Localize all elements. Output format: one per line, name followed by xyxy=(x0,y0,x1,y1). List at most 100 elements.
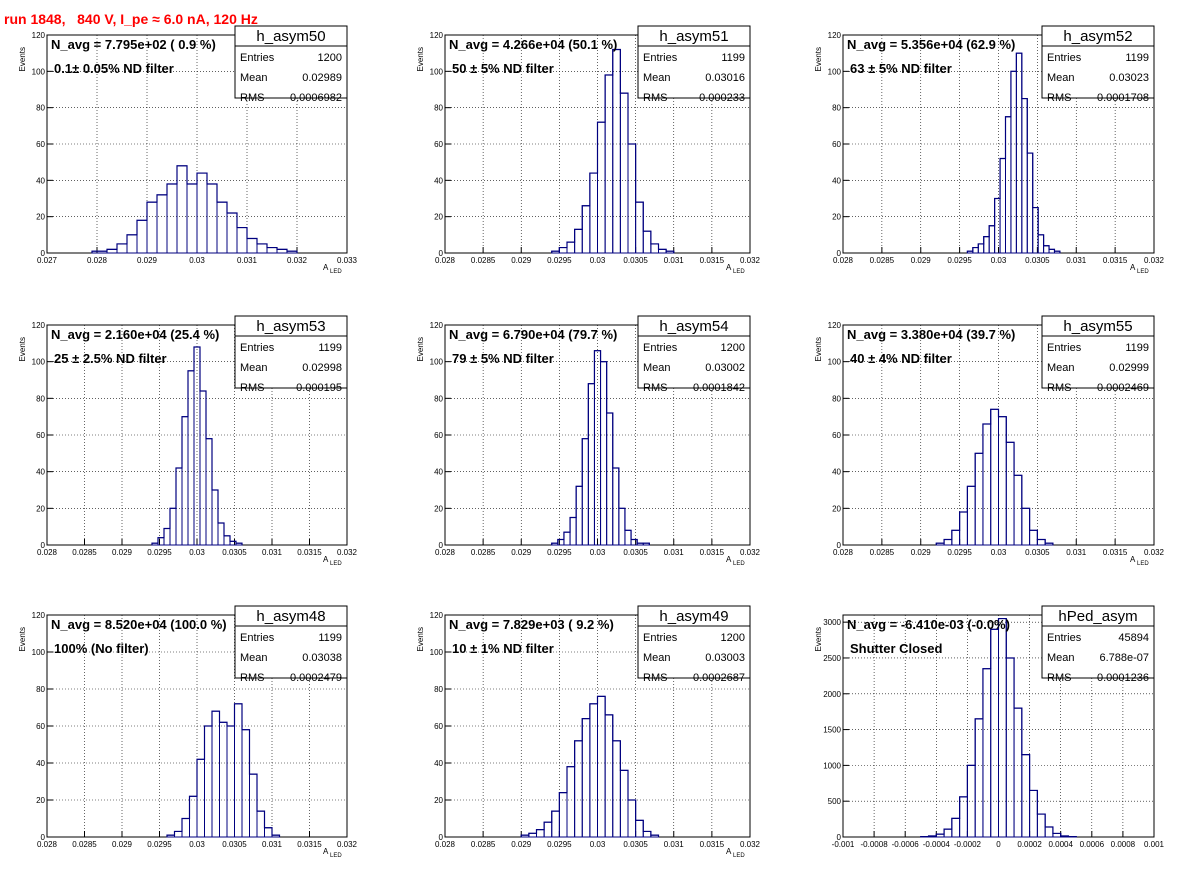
stats-value: 0.0006982 xyxy=(290,92,342,104)
x-tick-label: 0 xyxy=(996,840,1001,849)
stats-label: Entries xyxy=(643,632,678,644)
y-axis-label: Events xyxy=(18,627,27,651)
y-tick-label: 80 xyxy=(434,685,443,694)
stats-label: RMS xyxy=(643,382,667,394)
filter-annotation: Shutter Closed xyxy=(850,641,943,656)
filter-annotation: 40 ± 4% ND filter xyxy=(850,351,952,366)
y-tick-label: 100 xyxy=(32,358,46,367)
histogram-name: h_asym49 xyxy=(659,608,728,625)
stats-box: h_asym49 Entries 1200 Mean 0.03003 RMS 0.00026… xyxy=(637,605,751,684)
x-tick-label: 0.0002 xyxy=(1017,840,1042,849)
y-tick-label: 2000 xyxy=(823,690,841,699)
histogram-name: h_asym48 xyxy=(256,608,325,625)
stats-label: RMS xyxy=(240,382,264,394)
stats-label: Entries xyxy=(643,342,678,354)
histogram-panel-h_asym49: 0.028 0.0285 0.029 0.0295 0.03 0.0305 0.031 0.0… xyxy=(416,605,761,859)
x-tick-label: 0.033 xyxy=(337,256,358,265)
y-tick-label: 0 xyxy=(439,833,444,842)
stats-label: Mean xyxy=(1047,72,1075,84)
y-tick-label: 100 xyxy=(430,67,444,76)
y-tick-label: 0 xyxy=(41,249,46,258)
filter-annotation: 0.1± 0.05% ND filter xyxy=(54,61,174,76)
stats-box-frame xyxy=(637,25,751,99)
x-tick-label: -0.001 xyxy=(832,840,855,849)
stats-label: RMS xyxy=(240,92,264,104)
y-tick-label: 120 xyxy=(430,31,444,40)
y-tick-label: 80 xyxy=(832,104,841,113)
y-tick-label: 20 xyxy=(36,213,45,222)
stats-label: Mean xyxy=(240,72,268,84)
y-tick-label: 60 xyxy=(434,140,443,149)
x-tick-label: 0.0315 xyxy=(1103,256,1128,265)
filter-annotation: 79 ± 5% ND filter xyxy=(452,351,554,366)
stats-box: h_asym53 Entries 1199 Mean 0.02998 RMS 0.00019… xyxy=(234,315,348,394)
x-axis-label: A xyxy=(323,555,329,564)
y-tick-label: 0 xyxy=(439,541,444,550)
y-tick-label: 40 xyxy=(832,468,841,477)
y-tick-label: 40 xyxy=(434,468,443,477)
x-tick-label: 0.03 xyxy=(991,256,1007,265)
y-tick-label: 80 xyxy=(434,394,443,403)
stats-value: 0.03002 xyxy=(705,362,745,374)
x-tick-label: 0.027 xyxy=(37,256,58,265)
x-tick-label: 0.028 xyxy=(87,256,108,265)
y-tick-label: 20 xyxy=(434,796,443,805)
x-tick-label: 0.0004 xyxy=(1048,840,1073,849)
y-tick-label: 100 xyxy=(430,358,444,367)
x-tick-label: 0.0008 xyxy=(1111,840,1136,849)
histogram-name: h_asym54 xyxy=(659,318,728,335)
y-tick-label: 100 xyxy=(32,648,46,657)
x-tick-label: 0.029 xyxy=(112,548,133,557)
y-tick-label: 40 xyxy=(36,176,45,185)
x-axis-label: A xyxy=(1130,263,1136,272)
x-tick-label: 0.031 xyxy=(1066,548,1087,557)
stats-value: 0.0001708 xyxy=(1097,92,1149,104)
histogram-name: h_asym50 xyxy=(256,28,325,45)
x-tick-label: 0.028 xyxy=(435,256,456,265)
filter-annotation: 25 ± 2.5% ND filter xyxy=(54,351,167,366)
stats-value: 0.03016 xyxy=(705,72,745,84)
x-tick-label: 0.0305 xyxy=(1025,256,1050,265)
x-tick-label: 0.0305 xyxy=(623,840,648,849)
stats-box: h_asym55 Entries 1199 Mean 0.02999 RMS 0.00024… xyxy=(1041,315,1155,394)
histogram-outline xyxy=(520,695,660,837)
stats-value: 1199 xyxy=(721,52,745,64)
stats-label: Entries xyxy=(1047,342,1082,354)
stats-box: h_asym50 Entries 1200 Mean 0.02989 RMS 0.00069… xyxy=(234,25,348,104)
stats-label: Mean xyxy=(1047,362,1075,374)
x-tick-label: -0.0004 xyxy=(923,840,951,849)
stats-value: 0.000233 xyxy=(699,92,745,104)
stats-value: 0.0001236 xyxy=(1097,672,1149,684)
stats-box: h_asym48 Entries 1199 Mean 0.03038 RMS 0.00024… xyxy=(234,605,348,684)
x-tick-label: 0.0285 xyxy=(471,840,496,849)
stats-label: RMS xyxy=(643,672,667,684)
y-tick-label: 40 xyxy=(832,176,841,185)
y-tick-label: 60 xyxy=(434,722,443,731)
stats-box: h_asym51 Entries 1199 Mean 0.03016 RMS 0.00023… xyxy=(637,25,751,104)
x-tick-label: 0.0305 xyxy=(222,548,247,557)
histogram-name: h_asym55 xyxy=(1063,318,1132,335)
x-tick-label: 0.03 xyxy=(590,256,606,265)
x-axis-label-sub: LED xyxy=(1137,561,1149,567)
y-tick-label: 1000 xyxy=(823,761,841,770)
stats-label: Mean xyxy=(643,72,671,84)
y-tick-label: 20 xyxy=(832,504,841,513)
stats-value: 1199 xyxy=(318,632,342,644)
histogram-panel-h_asym52: 0.028 0.0285 0.029 0.0295 0.03 0.0305 0.031 0.0… xyxy=(814,25,1165,275)
y-tick-label: 0 xyxy=(837,541,842,550)
stats-value: 0.02998 xyxy=(302,362,342,374)
x-tick-label: 0.032 xyxy=(1144,256,1165,265)
x-tick-label: 0.032 xyxy=(287,256,308,265)
y-tick-label: 20 xyxy=(36,504,45,513)
x-tick-label: 0.032 xyxy=(740,548,761,557)
x-axis-label: A xyxy=(323,263,329,272)
x-tick-label: 0.0315 xyxy=(700,548,725,557)
x-tick-label: 0.028 xyxy=(833,548,854,557)
y-axis-label: Events xyxy=(416,627,425,651)
x-axis-label-sub: LED xyxy=(330,561,342,567)
x-tick-label: 0.0315 xyxy=(700,840,725,849)
stats-label: RMS xyxy=(643,92,667,104)
stats-label: Entries xyxy=(643,52,678,64)
run-title: run 1848, 840 V, I_pe ≈ 6.0 nA, 120 Hz xyxy=(4,11,258,27)
